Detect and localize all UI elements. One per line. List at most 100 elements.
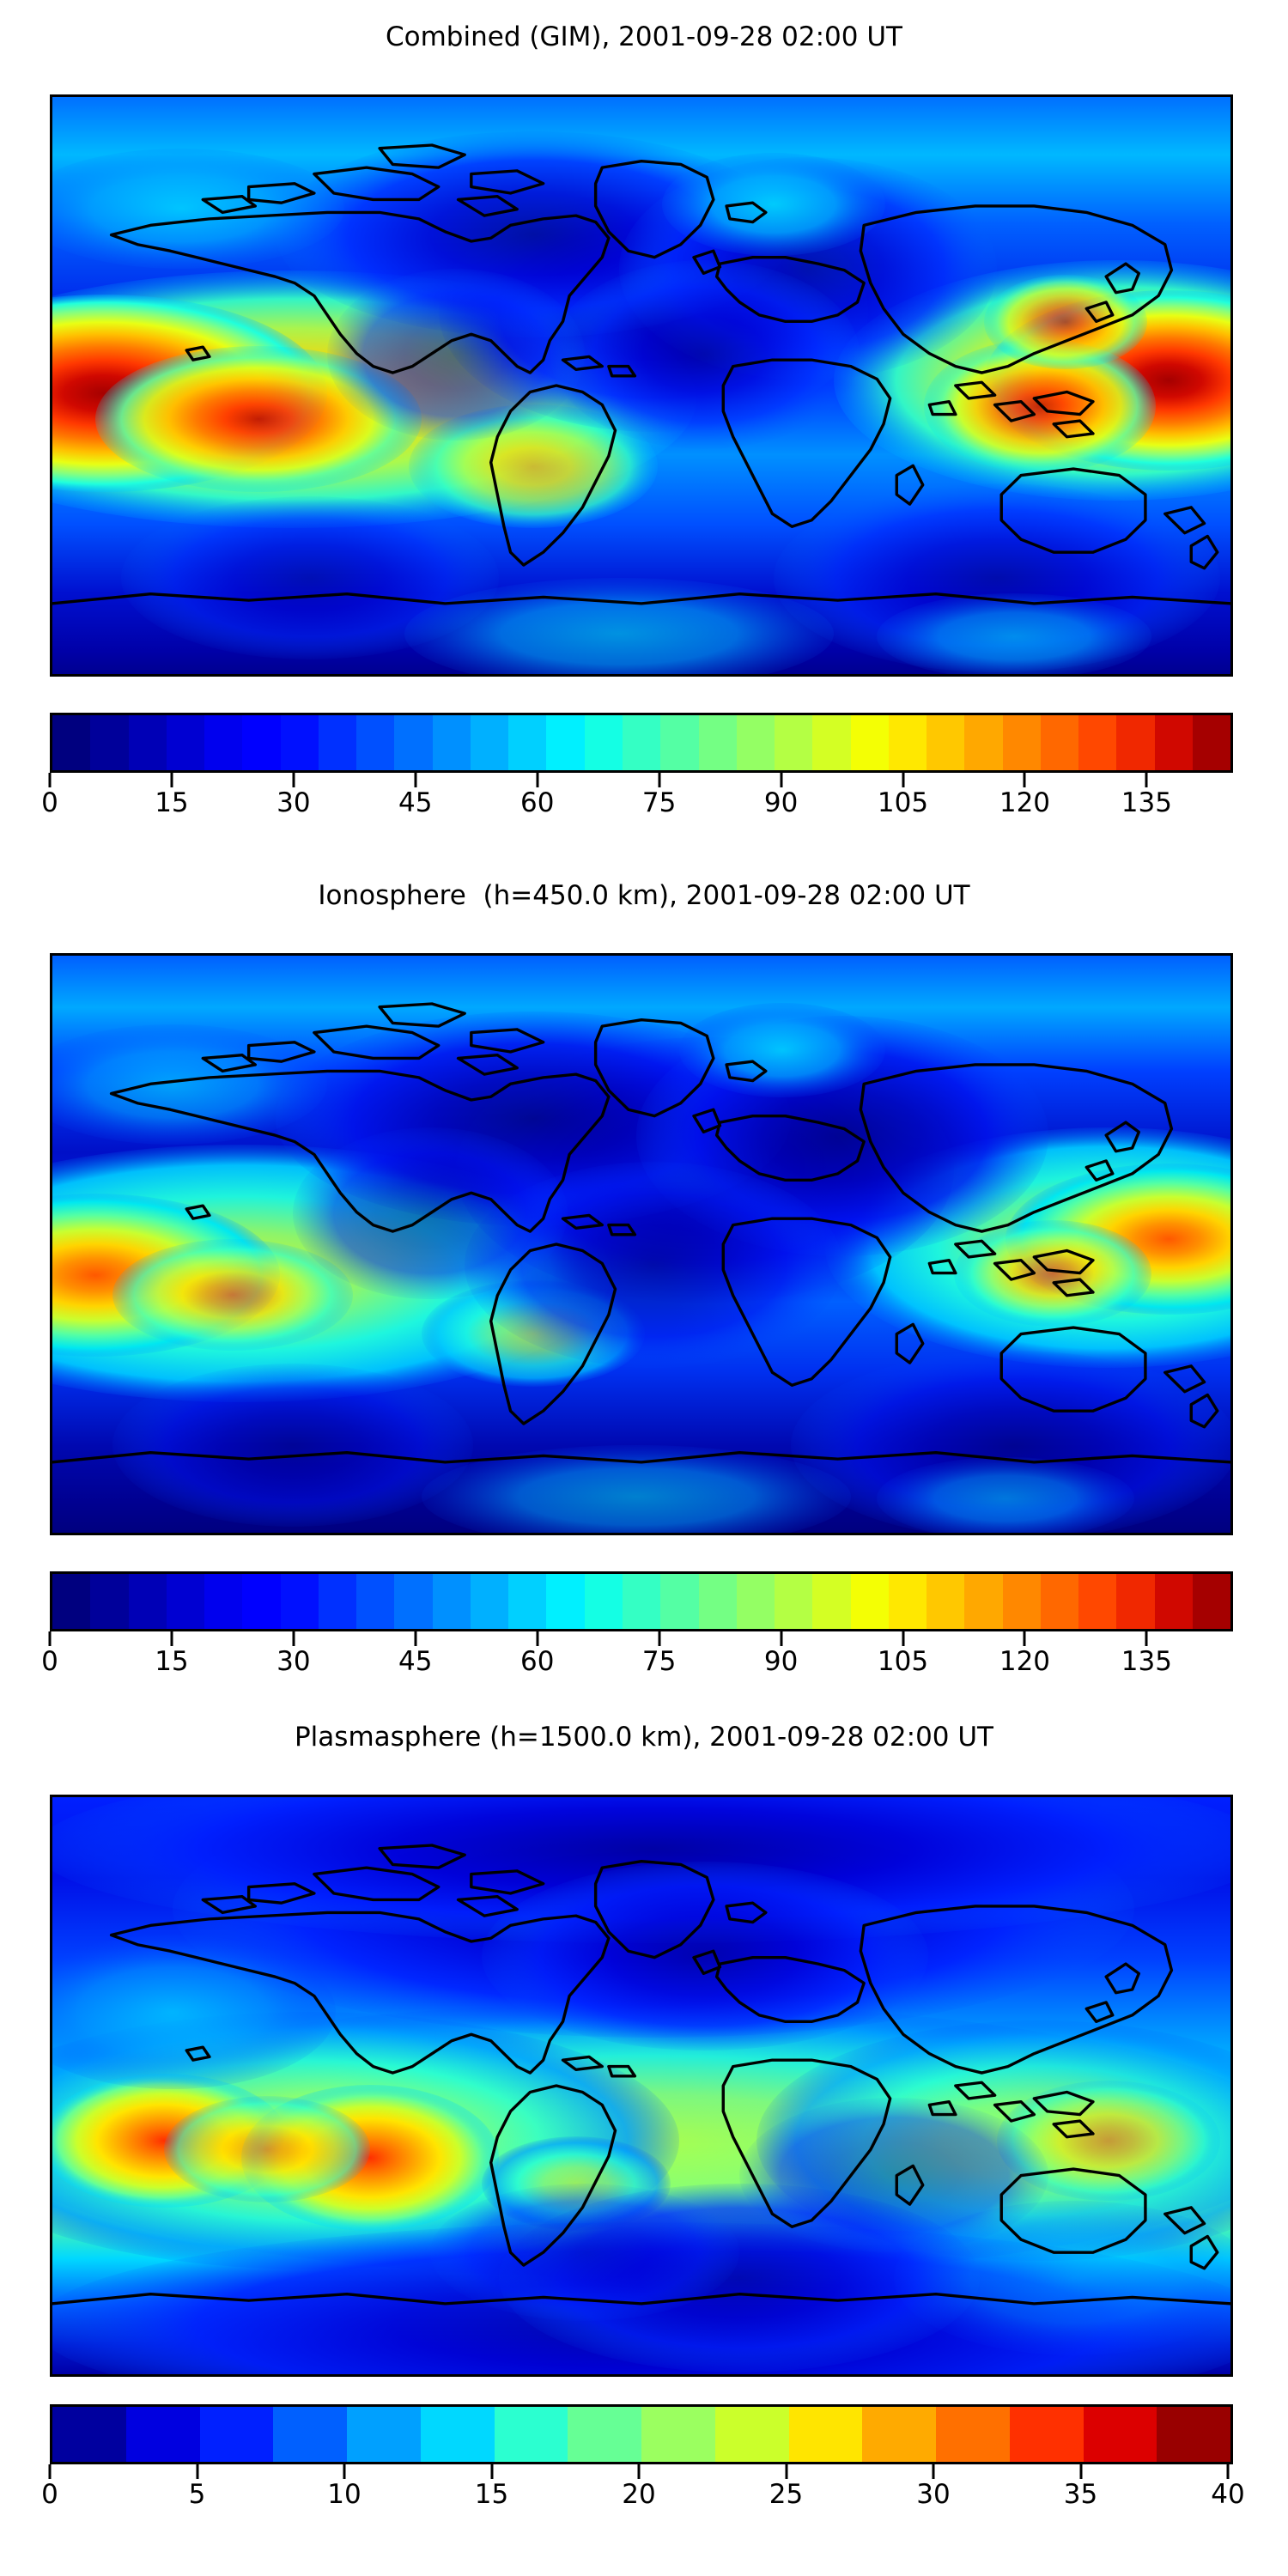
colorbar-gradient-plasmasphere xyxy=(50,2404,1233,2464)
colorbar-segment xyxy=(394,1574,433,1629)
colorbar-segment xyxy=(470,715,509,770)
colorbar-tick-mark xyxy=(902,773,905,787)
colorbar-tick-mark xyxy=(1145,1631,1148,1646)
map-axes-combined xyxy=(50,94,1233,677)
coastline-overlay-plasmasphere xyxy=(52,1844,1230,2306)
colorbar-segment xyxy=(698,715,737,770)
colorbar-tick-mark xyxy=(343,2464,346,2479)
colorbar-segment xyxy=(641,2407,715,2462)
plasmasphere-panel: Plasmasphere (h=1500.0 km), 2001-09-28 0… xyxy=(0,1700,1288,2576)
colorbar-tick-mark xyxy=(170,773,173,787)
colorbar-tick-label: 40 xyxy=(1211,2479,1245,2510)
colorbar-segment xyxy=(1040,1574,1079,1629)
colorbar-segment xyxy=(90,1574,129,1629)
colorbar-segment xyxy=(660,1574,699,1629)
colorbar-segment xyxy=(812,715,851,770)
colorbar-tick-mark xyxy=(1023,1631,1026,1646)
colorbar-segment xyxy=(1154,715,1193,770)
colorbar-segment xyxy=(1192,715,1230,770)
colorbar-combined: 0 15 30 45 60 75 90 105 120 135 xyxy=(41,713,1233,818)
colorbar-segment xyxy=(1116,715,1155,770)
colorbar-segment xyxy=(52,1574,91,1629)
colorbar-segment xyxy=(318,715,357,770)
colorbar-tick-mark xyxy=(932,2464,935,2479)
colorbar-segment xyxy=(199,2407,274,2462)
colorbar-segment xyxy=(1192,1574,1230,1629)
colorbar-ionosphere: 0 15 30 45 60 75 90 105 120 135 xyxy=(41,1571,1233,1677)
colorbar-tick-label: 15 xyxy=(155,787,189,818)
colorbar-tick-label: 30 xyxy=(916,2479,951,2510)
colorbar-segment xyxy=(788,2407,863,2462)
colorbar-tick-mark xyxy=(196,2464,198,2479)
colorbar-tick-mark xyxy=(536,1631,539,1646)
colorbar-tick-mark xyxy=(170,1631,173,1646)
colorbar-segment xyxy=(432,1574,471,1629)
colorbar-tick-mark xyxy=(780,1631,783,1646)
colorbar-segment xyxy=(280,715,319,770)
colorbar-tick-label: 0 xyxy=(41,787,58,818)
colorbar-tick-label: 25 xyxy=(769,2479,804,2510)
colorbar-tick-mark xyxy=(536,773,539,787)
panel-title-combined: Combined (GIM), 2001-09-28 02:00 UT xyxy=(386,21,902,52)
colorbar-tick-label: 75 xyxy=(641,1646,677,1677)
tec-field-plasmasphere xyxy=(52,1797,1230,2374)
colorbar-tick-mark xyxy=(292,1631,295,1646)
colorbar-segment xyxy=(660,715,699,770)
colorbar-tick-mark xyxy=(1079,2464,1082,2479)
map-axes-plasmasphere xyxy=(50,1795,1233,2377)
colorbar-segment xyxy=(204,1574,243,1629)
map-field-plasmasphere xyxy=(52,1797,1230,2374)
colorbar-segment xyxy=(888,715,927,770)
colorbar-segment xyxy=(1002,715,1041,770)
colorbar-plasmasphere: 0 5 10 15 20 25 30 35 40 xyxy=(41,2404,1245,2516)
colorbar-segment xyxy=(166,1574,205,1629)
map-field-ionosphere xyxy=(52,956,1230,1533)
colorbar-segment xyxy=(242,1574,281,1629)
colorbar-tick-label: 45 xyxy=(398,1646,433,1677)
colorbar-tick-label: 105 xyxy=(877,1646,929,1677)
colorbar-tick-label: 10 xyxy=(327,2479,361,2510)
colorbar-gradient-combined xyxy=(50,713,1233,773)
colorbar-segment xyxy=(508,715,547,770)
colorbar-segment xyxy=(273,2407,347,2462)
colorbar-tick-label: 30 xyxy=(276,787,311,818)
colorbar-segment xyxy=(964,1574,1003,1629)
colorbar-tick-mark xyxy=(637,2464,641,2479)
map-axes-ionosphere xyxy=(50,953,1233,1535)
colorbar-segment xyxy=(394,715,433,770)
colorbar-segment xyxy=(927,1574,965,1629)
colorbar-segment xyxy=(242,715,281,770)
colorbar-tick-label: 120 xyxy=(999,1646,1051,1677)
colorbar-tick-mark xyxy=(414,773,417,787)
colorbar-tick-mark xyxy=(48,1631,52,1646)
colorbar-segment xyxy=(204,715,243,770)
colorbar-segment xyxy=(347,2407,421,2462)
colorbar-segment xyxy=(280,1574,319,1629)
colorbar-segment xyxy=(936,2407,1010,2462)
colorbar-segment xyxy=(356,715,395,770)
colorbar-segment xyxy=(546,715,585,770)
colorbar-tick-label: 5 xyxy=(188,2479,206,2510)
colorbar-segment xyxy=(356,1574,395,1629)
colorbar-segment xyxy=(1040,715,1079,770)
colorbar-segment xyxy=(1116,1574,1155,1629)
map-field-combined xyxy=(52,97,1230,674)
colorbar-tick-label: 60 xyxy=(519,1646,555,1677)
colorbar-segment xyxy=(775,1574,813,1629)
colorbar-tick-label: 75 xyxy=(641,787,677,818)
colorbar-segment xyxy=(862,2407,936,2462)
colorbar-tick-label: 0 xyxy=(41,2479,58,2510)
colorbar-segment xyxy=(166,715,205,770)
coastline-overlay-combined xyxy=(52,143,1230,605)
colorbar-segment xyxy=(52,715,91,770)
colorbar-tick-label: 90 xyxy=(763,787,799,818)
colorbar-segment xyxy=(736,1574,775,1629)
panel-title-ionosphere: Ionosphere (h=450.0 km), 2001-09-28 02:0… xyxy=(318,880,970,911)
colorbar-segment xyxy=(736,715,775,770)
colorbar-gradient-ionosphere xyxy=(50,1571,1233,1631)
colorbar-segment xyxy=(622,715,661,770)
colorbar-tick-label: 20 xyxy=(622,2479,656,2510)
coastline-overlay-ionosphere xyxy=(52,1002,1230,1464)
colorbar-tick-mark xyxy=(48,773,52,787)
colorbar-segment xyxy=(318,1574,357,1629)
